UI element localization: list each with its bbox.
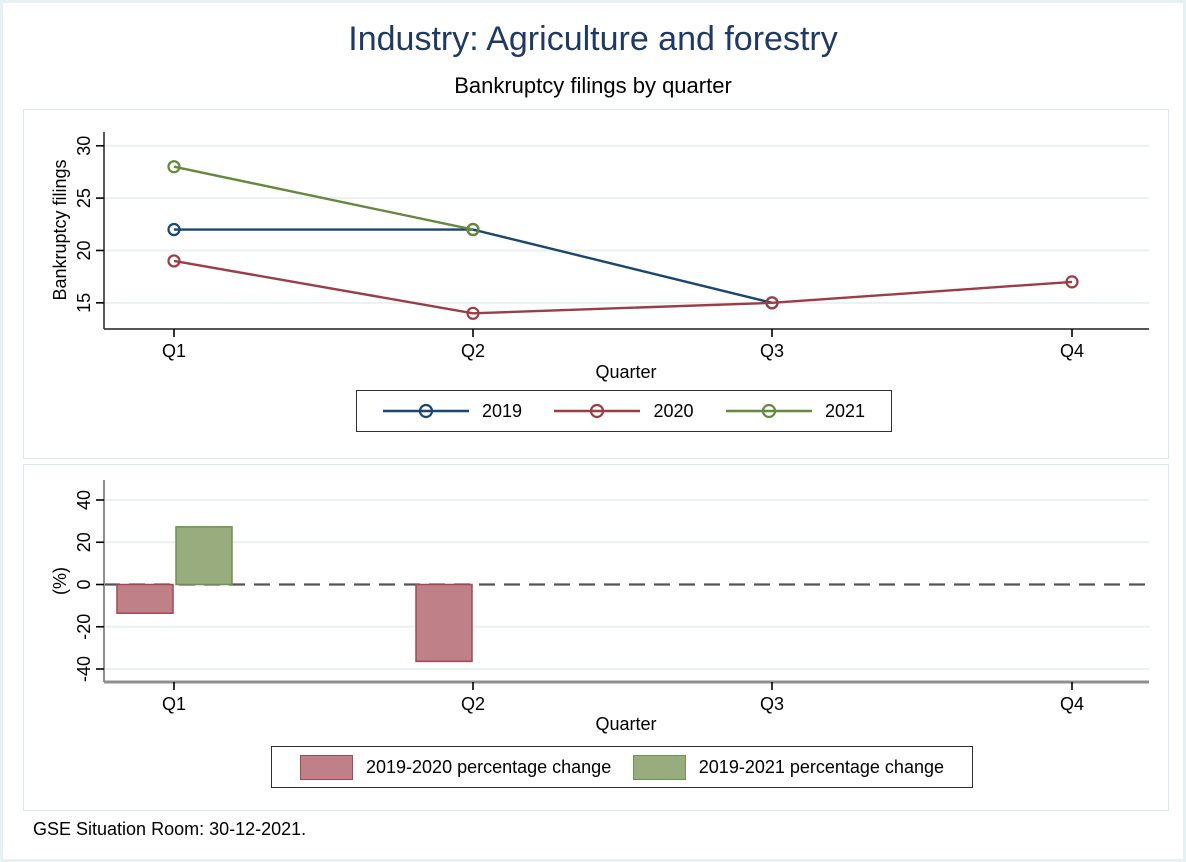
bar-Q1-bar_red	[116, 583, 174, 614]
x-tick-label: Q2	[461, 694, 485, 714]
marker-2019	[167, 222, 181, 237]
line-chart-panel: 15 20 25 30 Q1 Q2 Q3 Q4 Quarter Bankruptcy filing…	[23, 109, 1169, 459]
x-tick-label: Q1	[162, 694, 186, 714]
x-tick-label: Q1	[162, 341, 186, 361]
line-chart: 15 20 25 30 Q1 Q2 Q3 Q4 Quarter Bankruptcy filing…	[50, 132, 1149, 382]
legend-entry-2021: 2021	[725, 400, 865, 422]
bar-chart-legend: 2019-2020 percentage change 2019-2021 pe…	[271, 746, 973, 788]
y-tick-label: 25	[74, 188, 94, 208]
y-tick-label: -40	[74, 656, 94, 682]
y-axis-title: (%)	[50, 567, 70, 595]
legend-label-2020: 2020	[653, 400, 694, 421]
y-tick-label: 40	[74, 490, 94, 510]
y-tick-label: 0	[74, 579, 94, 589]
marker-2020	[765, 296, 779, 310]
y-tick-label: 30	[74, 136, 94, 156]
legend-label-2019-2021-change: 2019-2021 percentage change	[698, 756, 944, 777]
marker-2020	[167, 254, 181, 268]
x-axis-title: Quarter	[595, 714, 656, 734]
line-chart-legend: 2019 2020 2021	[356, 390, 892, 432]
page-title: Industry: Agriculture and forestry	[348, 20, 838, 58]
y-tick-label: 20	[74, 240, 94, 260]
source-note: GSE Situation Room: 30-12-2021.	[33, 819, 307, 839]
legend-label-2019: 2019	[482, 400, 523, 421]
x-axis-title: Quarter	[595, 362, 656, 382]
y-tick-label: 20	[74, 532, 94, 552]
marker-2020	[1065, 275, 1079, 289]
y-tick-label: 15	[74, 293, 94, 313]
bar-chart: -40 -20 0 20 40 Q1 Q2 Q3 Q4 Quarter (%)	[50, 480, 1149, 734]
bar-Q1-bar_green	[175, 526, 233, 586]
green-swatch-icon	[632, 754, 686, 780]
legend-label-2019-2020-change: 2019-2020 percentage change	[366, 756, 612, 777]
line-marker-symbol-2021	[725, 403, 812, 419]
y-axis-title: Bankruptcy filings	[50, 159, 70, 300]
line-marker-symbol-2019	[383, 403, 469, 419]
legend-entry-2019-2021-change: 2019-2021 percentage change	[632, 754, 944, 780]
x-tick-label: Q3	[760, 341, 784, 361]
series-line-2020	[173, 259, 1073, 315]
red-swatch-icon	[300, 754, 353, 780]
y-tick-label: -20	[74, 614, 94, 640]
x-tick-label: Q2	[461, 341, 485, 361]
x-tick-label: Q3	[760, 694, 784, 714]
bar-Q2-bar_red	[415, 583, 473, 663]
marker-2020	[466, 306, 480, 320]
legend-entry-2019-2020-change: 2019-2020 percentage change	[300, 754, 612, 780]
legend-label-2021: 2021	[824, 400, 865, 421]
series-line-2021	[173, 165, 474, 231]
bar-chart-panel: -40 -20 0 20 40 Q1 Q2 Q3 Q4 Quarter (%) 2019-2020 …	[23, 464, 1169, 811]
x-tick-label: Q4	[1060, 341, 1084, 361]
marker-2021	[167, 160, 181, 174]
x-tick-label: Q4	[1060, 694, 1084, 714]
legend-entry-2019: 2019	[383, 401, 522, 422]
legend-entry-2020: 2020	[554, 400, 694, 422]
series-line-2019	[174, 228, 773, 304]
line-marker-symbol-2020	[554, 403, 641, 419]
chart-subtitle: Bankruptcy filings by quarter	[454, 73, 732, 98]
marker-2021	[466, 222, 480, 237]
